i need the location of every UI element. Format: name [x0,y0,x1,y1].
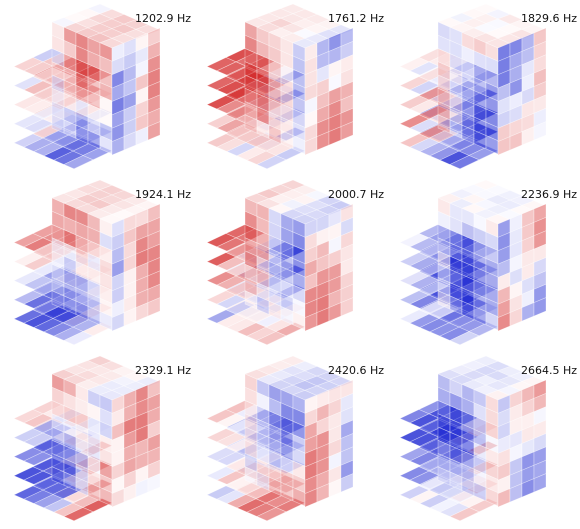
frequency-label: 1761.2 Hz [328,12,384,25]
frequency-label: 2664.5 Hz [521,364,577,377]
frequency-label: 2420.6 Hz [328,364,384,377]
frequency-label: 1924.1 Hz [135,188,191,201]
mode-panel: 2329.1 Hz [14,356,191,521]
mode-panel: 2236.9 Hz [400,180,577,345]
mode-panel: 1202.9 Hz [14,4,191,169]
frequency-label: 1829.6 Hz [521,12,577,25]
mode-panel: 1761.2 Hz [207,4,384,169]
mode-panel: 1829.6 Hz [400,4,577,169]
figure: 1202.9 Hz 1761.2 Hz 1829.6 Hz 1924.1 Hz 2000… [0,0,580,529]
frequency-label: 1202.9 Hz [135,12,191,25]
mode-panel: 2000.7 Hz [207,180,384,345]
mode-panel: 2664.5 Hz [400,356,577,521]
frequency-label: 2000.7 Hz [328,188,384,201]
mode-panel: 1924.1 Hz [14,180,191,345]
mode-panel: 2420.6 Hz [207,356,384,521]
frequency-label: 2236.9 Hz [521,188,577,201]
frequency-label: 2329.1 Hz [135,364,191,377]
